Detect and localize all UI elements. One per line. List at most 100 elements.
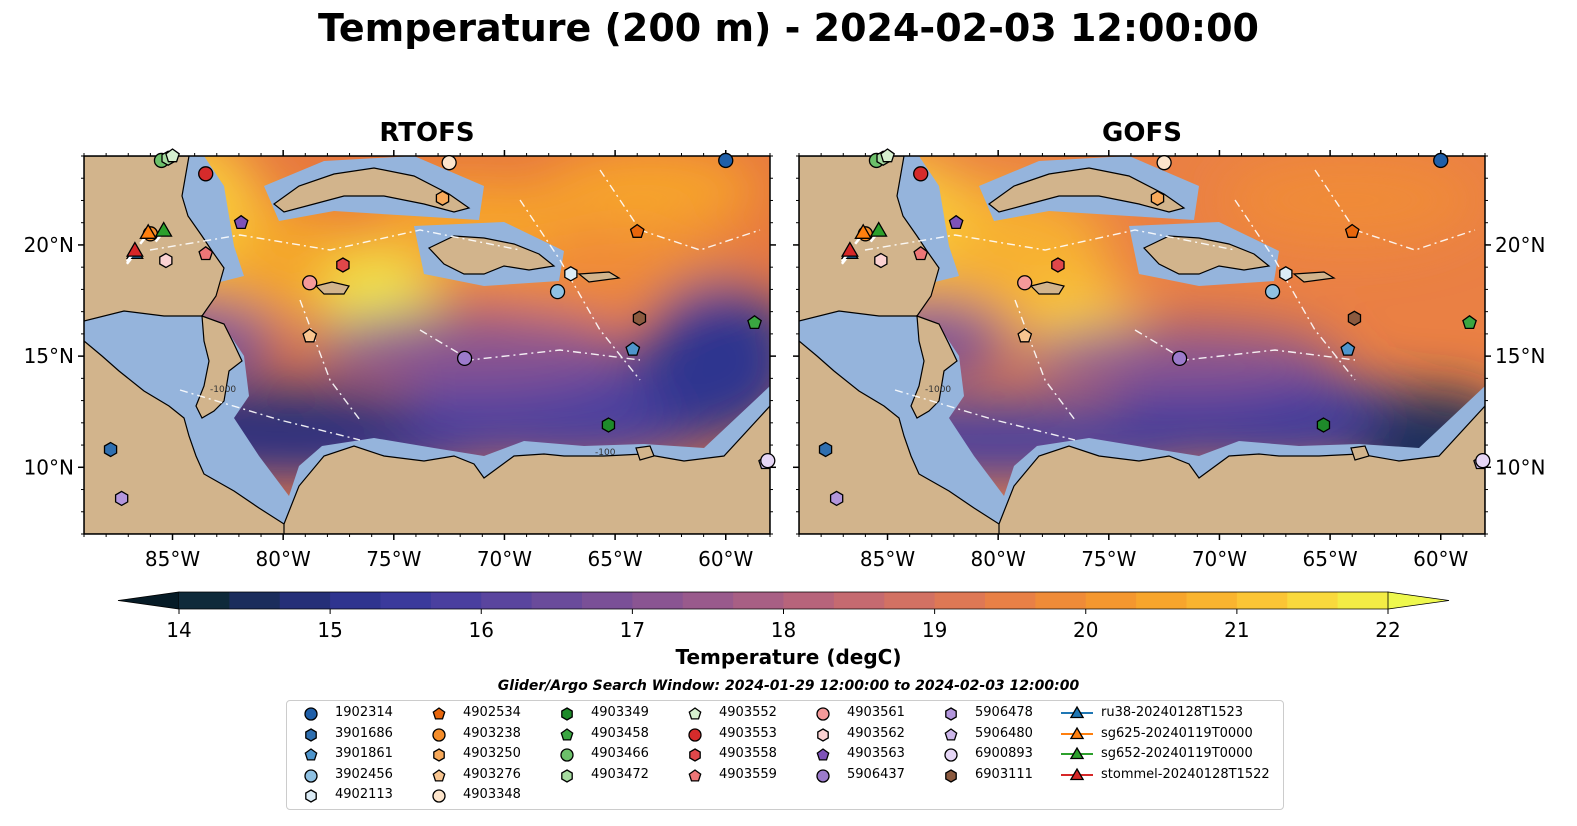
legend-marker <box>1061 705 1093 719</box>
marker-stommel-20240128T1522 <box>840 241 859 257</box>
colorbar-segment <box>934 592 986 609</box>
gofs-contour-label: -1000 <box>925 385 951 395</box>
legend: 1902314 3901686 3901861 3902456 4902113 49025… <box>286 700 1284 810</box>
rtofs-map <box>84 156 770 534</box>
colorbar-tick-label: 15 <box>317 618 342 640</box>
legend-label: 3901861 <box>335 746 393 761</box>
legend-marker <box>560 727 574 741</box>
marker-5906478 <box>114 490 129 507</box>
colorbar-extend-high <box>1387 591 1450 610</box>
legend-marker-shape <box>561 707 573 721</box>
legend-marker-shape <box>1069 767 1085 780</box>
colorbar-tick-label: 17 <box>620 618 645 640</box>
marker-4902534 <box>629 223 645 238</box>
legend-marker-shape <box>688 768 702 782</box>
colorbar-segment <box>1236 592 1288 609</box>
colorbar-segment <box>1186 592 1238 609</box>
lon-tick-label: 70°W <box>1192 547 1247 571</box>
legend-marker-shape <box>817 727 829 742</box>
marker-3902456 <box>1264 283 1281 300</box>
marker-4903250 <box>1150 190 1165 206</box>
colorbar: 14 15 16 17 18 19 20 21 22 <box>117 591 1450 640</box>
legend-label: 4903466 <box>591 746 649 761</box>
legend-marker-shape <box>945 707 957 721</box>
legend-marker <box>561 707 573 721</box>
colorbar-segment <box>531 592 583 609</box>
legend-marker-shape <box>432 727 446 742</box>
legend-marker-shape <box>1069 726 1085 739</box>
lon-tick-label: 75°W <box>1081 547 1136 571</box>
colorbar-segment <box>632 592 684 609</box>
legend-label: sg625-20240119T0000 <box>1101 725 1253 741</box>
legend-marker <box>433 748 445 762</box>
marker-5906478 <box>829 490 844 507</box>
marker-5906437 <box>456 350 473 366</box>
legend-marker-shape <box>1069 746 1085 760</box>
rtofs-map-frame <box>83 155 771 535</box>
colorbar-segment <box>1337 592 1389 609</box>
marker-4903552 <box>880 148 895 163</box>
lat-tick-label: 15°N <box>1495 344 1545 368</box>
legend-marker <box>432 789 446 803</box>
panel-title-rtofs: RTOFS <box>379 118 475 148</box>
legend-label: 4903458 <box>591 725 649 741</box>
legend-label: 4903276 <box>463 766 521 782</box>
legend-label: 4902534 <box>463 705 521 720</box>
legend-marker <box>688 727 702 742</box>
legend-marker-shape <box>689 748 701 762</box>
legend-label: 4903559 <box>719 766 777 782</box>
colorbar-segment <box>430 592 482 609</box>
marker-3902456 <box>549 283 566 300</box>
legend-marker <box>432 768 446 782</box>
marker-4903349 <box>1316 417 1331 433</box>
marker-sg652-20240119T0000 <box>869 221 888 237</box>
legend-marker <box>816 768 830 783</box>
lon-tick-label: 70°W <box>477 547 532 571</box>
legend-marker <box>432 727 446 742</box>
colorbar-tick-label: 22 <box>1375 618 1400 640</box>
legend-marker-shape <box>688 707 702 720</box>
legend-marker <box>561 768 573 783</box>
legend-label: 4903553 <box>719 725 777 741</box>
marker-6903111 <box>632 310 647 327</box>
legend-marker <box>304 707 318 721</box>
colorbar-segment <box>179 592 230 609</box>
lat-tick-label: 15°N <box>24 344 74 368</box>
legend-marker <box>1061 726 1093 739</box>
legend-marker <box>432 707 446 720</box>
marker-4903458 <box>1462 314 1477 330</box>
marker-4903559 <box>198 245 214 261</box>
rtofs-contour-label-shelf: -100 <box>595 448 616 458</box>
legend-label: 6903111 <box>975 766 1033 782</box>
marker-4902534 <box>1344 223 1360 238</box>
figure-title: Temperature (200 m) - 2024-02-03 12:00:0… <box>317 6 1259 50</box>
legend-label: stommel-20240128T1522 <box>1101 766 1270 782</box>
legend-label: 4903472 <box>591 766 649 782</box>
legend-label: 5906478 <box>975 705 1033 720</box>
marker-4903559 <box>913 245 929 261</box>
legend-marker-shape <box>432 707 446 720</box>
legend-marker <box>944 748 958 762</box>
marker-stommel-20240128T1522 <box>125 241 144 257</box>
marker-6900893 <box>1475 452 1491 469</box>
marker-3901861 <box>625 341 641 356</box>
marker-4903552 <box>165 148 180 163</box>
marker-4903553 <box>198 166 214 182</box>
float-markers <box>103 148 1491 507</box>
marker-sg625-20240119T0000 <box>139 223 158 239</box>
colorbar-segment <box>783 592 835 609</box>
lon-tick-label: 85°W <box>145 547 200 571</box>
axes-ticks: 85°W 80°W 75°W 70°W 65°W 60°W 20°N 15°N 10°N 85°W… <box>24 150 1545 571</box>
marker-sg625-20240119T0000 <box>854 223 873 239</box>
legend-marker <box>945 707 957 721</box>
legend-marker-shape <box>432 789 446 803</box>
search-window-text: Glider/Argo Search Window: 2024-01-29 12… <box>497 678 1080 694</box>
maps-canvas: -1000 -1000 -100 85°W 80°W 75°W 70°W 65°W 60°… <box>24 148 1545 640</box>
marker-4902113 <box>1279 266 1293 282</box>
colorbar-tick-label: 19 <box>922 618 947 640</box>
legend-marker-shape <box>304 748 318 761</box>
colorbar-segment <box>380 592 432 609</box>
colorbar-segment <box>1085 592 1137 609</box>
colorbar-segment <box>1136 592 1187 609</box>
legend-marker-shape <box>433 748 445 762</box>
